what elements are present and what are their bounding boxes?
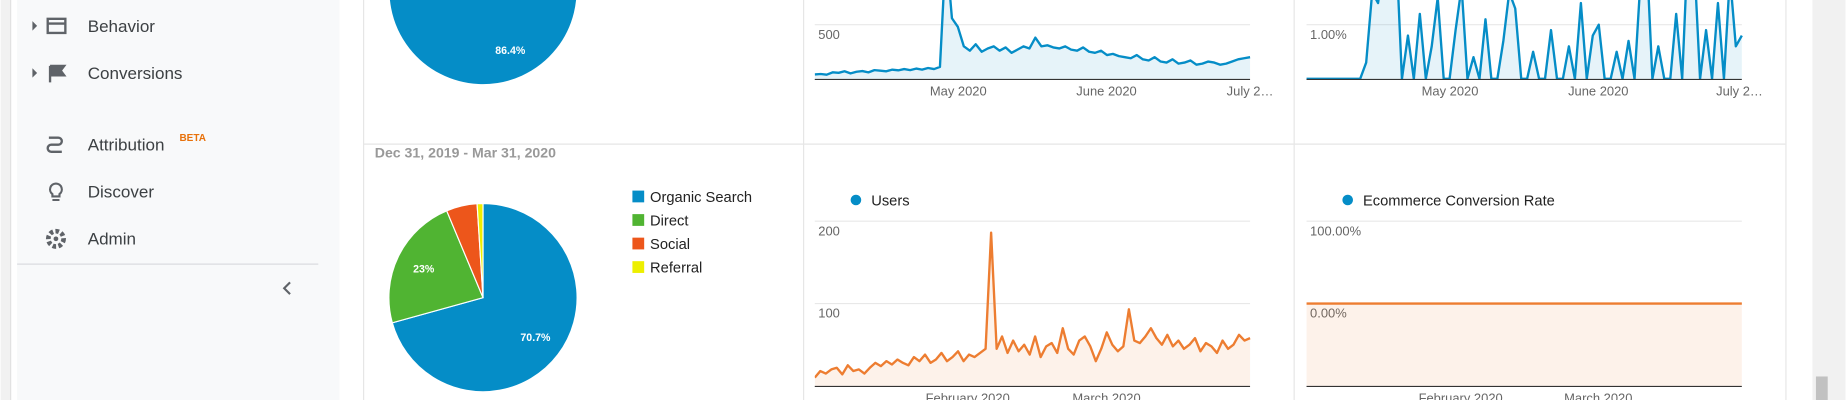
legend-label: Referral (650, 260, 702, 276)
nav-attribution[interactable]: Attribution BETA (46, 133, 206, 155)
line (814, 0, 1251, 76)
x-tick-label: March 2020 (1072, 390, 1140, 400)
nav-label: Attribution (88, 136, 165, 155)
legend-label: Social (650, 237, 690, 253)
icon (53, 236, 59, 242)
y-tick-label: 100.00% (1310, 223, 1362, 238)
y-tick-label: 500 (818, 27, 840, 42)
icon (49, 182, 63, 202)
line-area (1306, 0, 1742, 79)
panel-borders (362, 0, 1787, 400)
x-tick-label: July 2… (1716, 83, 1763, 98)
expand-arrow (32, 68, 38, 78)
plot (1306, 302, 1742, 386)
pie: 86.4% (388, 0, 578, 86)
icon (46, 17, 67, 35)
slice-label: 86.4% (495, 45, 526, 57)
legend-label: Organic Search (650, 190, 752, 206)
x-tick-label: June 2020 (1076, 83, 1136, 98)
scrollbar-track (1813, 0, 1846, 400)
plot (814, 231, 1251, 386)
legend-label: Ecommerce Conversion Rate (1363, 193, 1555, 209)
plot (814, 0, 1251, 79)
nav-label: Admin (88, 230, 136, 249)
date-range: Dec 31, 2019 - Mar 31, 2020 (375, 145, 556, 161)
x-tick-label: February 2020 (1419, 390, 1503, 400)
legend-swatch (632, 261, 645, 273)
line-area (814, 232, 1251, 386)
y-tick-label: 100 (818, 306, 840, 321)
legend-swatch (632, 237, 645, 250)
line-area (1306, 303, 1742, 386)
nav-label: Behavior (88, 17, 156, 36)
icon (48, 64, 67, 83)
nav-conversions[interactable]: Conversions (32, 64, 182, 83)
expand-arrow (32, 21, 38, 31)
y-tick-label: 1.00% (1310, 27, 1347, 42)
x-tick-label: May 2020 (1422, 83, 1479, 98)
charts: 86.4% 70.7% 23% Organic Search Direct Social R… (388, 0, 1763, 400)
x-tick-label: February 2020 (926, 390, 1010, 400)
nav-behavior[interactable]: Behavior (32, 17, 155, 36)
nav-admin[interactable]: Admin (45, 228, 136, 249)
x-tick-label: March 2020 (1564, 390, 1632, 400)
legend-swatch (632, 214, 645, 226)
icon (45, 228, 66, 249)
x-tick-label: June 2020 (1568, 83, 1628, 98)
slice-label: 23% (413, 263, 435, 275)
y-tick-label: 200 (818, 223, 840, 238)
nav-label: Discover (88, 183, 155, 202)
legend-label: Direct (650, 213, 688, 229)
pie-slice (388, 0, 578, 86)
legend-label: Users (871, 193, 909, 209)
legend-dot (1342, 194, 1353, 206)
nav-label: Conversions (88, 64, 183, 83)
pie: 70.7% 23% (388, 202, 578, 393)
pie-slice (391, 202, 578, 393)
x-tick-label: July 2… (1227, 83, 1274, 98)
y-tick-label: 0.00% (1310, 306, 1347, 321)
line (814, 231, 1251, 379)
x-tick-label: May 2020 (930, 83, 987, 98)
nav-discover[interactable]: Discover (49, 182, 155, 202)
icon (46, 136, 63, 153)
slice-label: 70.7% (520, 332, 551, 344)
pie-slice (476, 202, 484, 298)
scrollbar-thumb[interactable] (1815, 376, 1828, 400)
legend-swatch (632, 190, 645, 203)
sidebar (17, 0, 340, 400)
collapse-button[interactable] (282, 281, 291, 295)
pie-slice (388, 210, 484, 324)
beta-badge: BETA (179, 133, 205, 144)
legend-dot (850, 194, 862, 206)
